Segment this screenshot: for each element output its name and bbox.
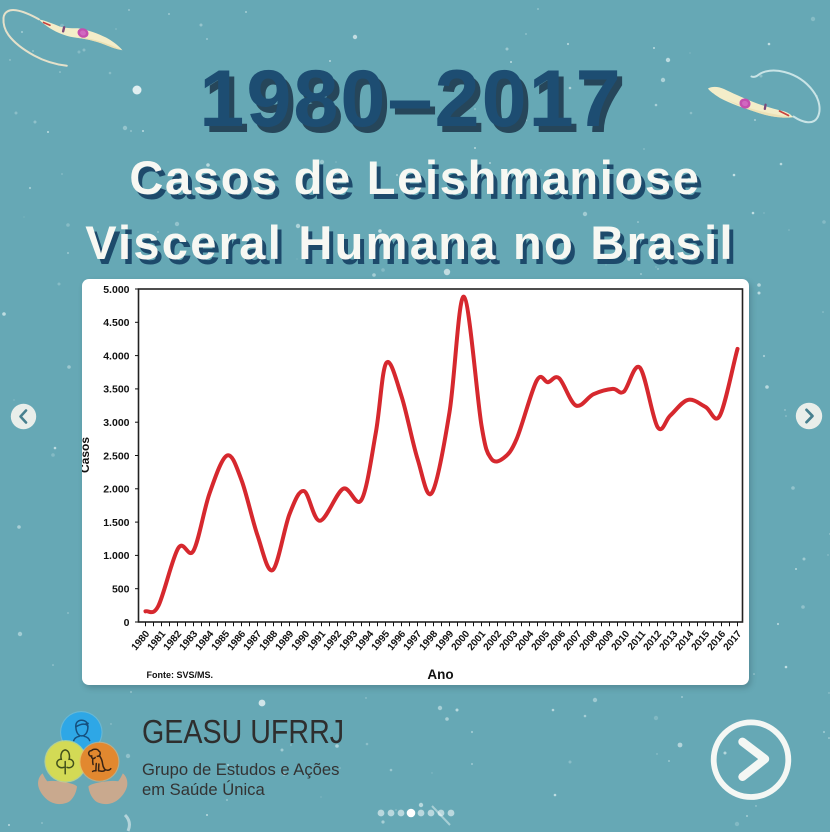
svg-text:1.500: 1.500 [103,517,129,529]
svg-text:5.000: 5.000 [103,284,129,296]
svg-text:2017: 2017 [722,629,745,653]
svg-text:Fonte: SVS/MS.: Fonte: SVS/MS. [147,670,214,680]
svg-text:2.500: 2.500 [103,450,129,462]
svg-text:4.000: 4.000 [103,350,129,362]
svg-text:3.000: 3.000 [103,417,129,429]
svg-text:500: 500 [112,584,130,596]
svg-text:4.500: 4.500 [103,317,129,329]
svg-text:1.000: 1.000 [103,550,129,562]
svg-text:Ano: Ano [427,667,453,682]
svg-text:3.500: 3.500 [103,384,129,396]
svg-text:2.000: 2.000 [103,484,129,496]
svg-text:0: 0 [124,617,130,629]
svg-text:Casos: Casos [82,437,92,473]
